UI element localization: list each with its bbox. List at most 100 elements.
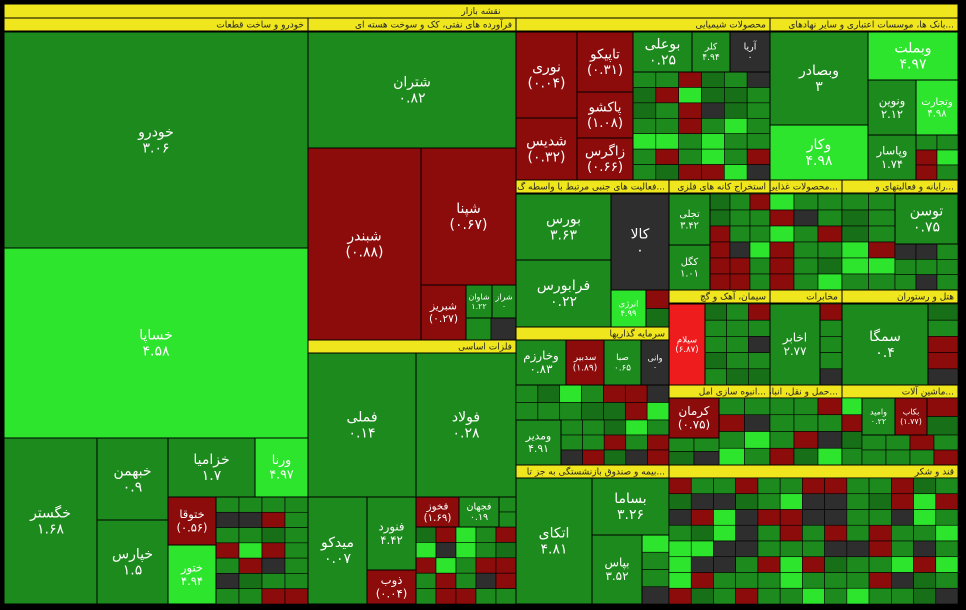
minor-tile	[690, 477, 714, 495]
stock-change: ۳.۴۲	[680, 220, 699, 231]
stock-name: تجلی	[679, 209, 700, 220]
minor-tile	[757, 493, 781, 510]
minor-tile	[475, 572, 497, 589]
minor-tile	[455, 588, 477, 605]
minor-tile	[841, 193, 869, 211]
stock-tile	[3, 437, 98, 605]
minor-tile	[819, 368, 843, 386]
sector-title: هتل و رستوران	[897, 293, 954, 303]
minor-tile	[415, 572, 437, 589]
minor-tile	[824, 509, 848, 526]
stock-name: وکار	[806, 137, 831, 153]
minor-tile	[495, 588, 517, 605]
minor-tile	[891, 556, 914, 573]
minor-tile	[435, 557, 457, 574]
stock-change: ۲.۷۷	[784, 344, 808, 358]
stock-tile	[668, 244, 711, 291]
minor-tile	[701, 164, 725, 181]
minor-tile	[498, 496, 517, 513]
minor-tile	[746, 133, 771, 150]
stock-change: ۰.۲۲	[871, 417, 886, 426]
minor-tile	[632, 133, 657, 150]
minor-tile	[913, 540, 937, 558]
minor-tile	[868, 257, 896, 275]
minor-tile	[769, 447, 795, 466]
minor-tile	[603, 402, 626, 421]
stock-change: ۱.۲۲	[471, 302, 486, 311]
minor-tile	[819, 352, 843, 370]
minor-tile	[769, 414, 795, 432]
minor-tile	[284, 573, 309, 590]
minor-tile	[861, 449, 887, 466]
minor-tile	[868, 241, 896, 259]
stock-tile	[307, 352, 417, 498]
stock-name: تاپیکو	[589, 48, 620, 63]
sector-title: حمل و نقل، انبار...	[766, 388, 838, 398]
minor-tile	[261, 527, 286, 544]
minor-tile	[779, 540, 803, 558]
map-title: نقشه بازار	[460, 7, 500, 17]
minor-tile	[724, 71, 748, 88]
minor-tile	[885, 449, 911, 466]
minor-tile	[868, 524, 892, 542]
minor-tile	[793, 209, 819, 227]
minor-tile	[846, 572, 870, 589]
stock-change: ۰.۲۲	[550, 294, 577, 310]
minor-tile	[655, 117, 679, 135]
minor-tile	[757, 477, 781, 495]
stock-name: وبملت	[894, 40, 931, 56]
minor-tile	[693, 451, 720, 466]
minor-tile	[729, 225, 751, 243]
stock-change: ۰.۲۵	[649, 52, 676, 68]
minor-tile	[498, 511, 517, 528]
minor-tile	[891, 509, 914, 526]
stock-change: ۰	[747, 52, 752, 63]
stock-tile	[167, 437, 256, 498]
minor-tile	[936, 259, 959, 275]
minor-tile	[655, 133, 679, 150]
minor-tile	[846, 524, 870, 542]
minor-tile	[632, 148, 657, 165]
minor-tile	[415, 542, 437, 559]
minor-tile	[744, 447, 771, 466]
stock-change: (۰.۰۴)	[528, 75, 566, 91]
stock-change: ۰.۲۸	[452, 425, 479, 441]
minor-tile	[655, 87, 679, 104]
minor-tile	[713, 477, 736, 495]
minor-tile	[624, 402, 648, 421]
minor-tile	[817, 225, 843, 243]
stock-name: کرمان	[679, 404, 710, 419]
minor-tile	[817, 273, 843, 291]
sector-title: بانک ها، موسسات اعتباری و سایر نهادهای..…	[788, 21, 954, 31]
minor-tile	[495, 526, 517, 543]
minor-tile	[713, 524, 736, 542]
minor-tile	[817, 241, 843, 259]
sector-title: انبوه سازی امل...	[699, 388, 766, 398]
stock-tile	[167, 496, 217, 546]
minor-tile	[802, 587, 825, 605]
minor-tile	[238, 573, 263, 590]
minor-tile	[701, 148, 725, 165]
minor-tile	[868, 209, 896, 227]
minor-tile	[748, 336, 771, 353]
minor-tile	[709, 225, 731, 243]
sector-header	[841, 179, 959, 194]
minor-tile	[936, 134, 959, 151]
stock-name: فملی	[346, 409, 377, 425]
minor-tile	[678, 102, 702, 119]
stock-tile	[465, 284, 493, 319]
minor-tile	[646, 384, 670, 403]
minor-tile	[655, 102, 679, 119]
minor-tile	[647, 434, 670, 451]
minor-tile	[746, 102, 771, 119]
stock-tile	[415, 496, 460, 528]
minor-tile	[713, 587, 736, 605]
stock-change: ۰.۱۴	[348, 425, 375, 441]
stock-name: بپاس	[604, 555, 629, 570]
minor-tile	[215, 588, 240, 605]
stock-name: شپنا	[456, 201, 480, 217]
minor-tile	[690, 524, 714, 542]
stock-name: بساما	[614, 491, 646, 507]
minor-tile	[724, 133, 748, 150]
minor-tile	[868, 572, 892, 589]
